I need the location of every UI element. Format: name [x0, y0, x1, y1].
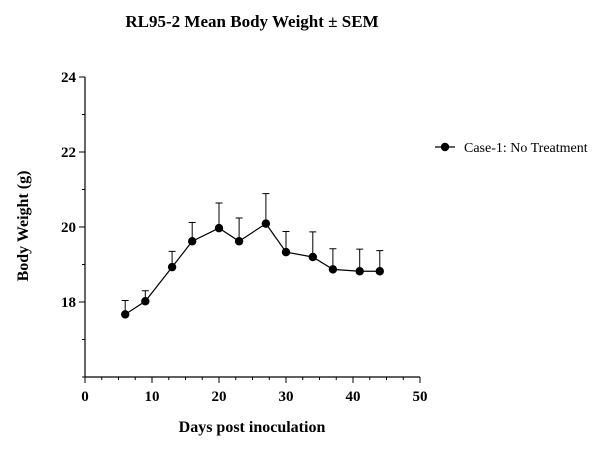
data-point: [308, 252, 317, 262]
legend-label: Case-1: No Treatment: [464, 141, 588, 156]
y-tick-label: 20: [61, 220, 76, 236]
x-tick-label: 10: [145, 389, 160, 405]
x-tick-label: 20: [212, 389, 227, 405]
x-tick-label: 0: [81, 389, 89, 405]
data-point: [281, 247, 291, 257]
x-tick-label: 30: [279, 389, 294, 405]
chart-title: RL95-2 Mean Body Weight ± SEM: [125, 12, 378, 31]
x-axis-title: Days post inoculation: [179, 419, 326, 436]
y-axis-title: Body Weight (g): [15, 171, 32, 282]
y-tick-label: 22: [61, 145, 76, 161]
x-tick-label: 40: [346, 389, 361, 405]
x-tick-label: 50: [413, 389, 428, 405]
series-line: [124, 222, 380, 315]
legend: Case-1: No Treatment: [435, 141, 588, 156]
plot-area: [121, 193, 384, 319]
data-point: [328, 265, 338, 274]
data-point: [214, 223, 224, 233]
data-point: [141, 297, 150, 306]
y-tick-label: 24: [61, 70, 77, 86]
data-point: [375, 267, 384, 276]
data-point: [121, 310, 130, 319]
axes: 18 20 22 24 0 10 20 30 40 50: [61, 70, 428, 405]
data-point: [234, 237, 244, 246]
data-point: [167, 262, 177, 272]
y-tick-label: 18: [61, 295, 76, 311]
data-point: [261, 219, 271, 228]
data-point: [188, 237, 197, 246]
data-point: [355, 267, 364, 276]
legend-marker: [440, 142, 450, 152]
